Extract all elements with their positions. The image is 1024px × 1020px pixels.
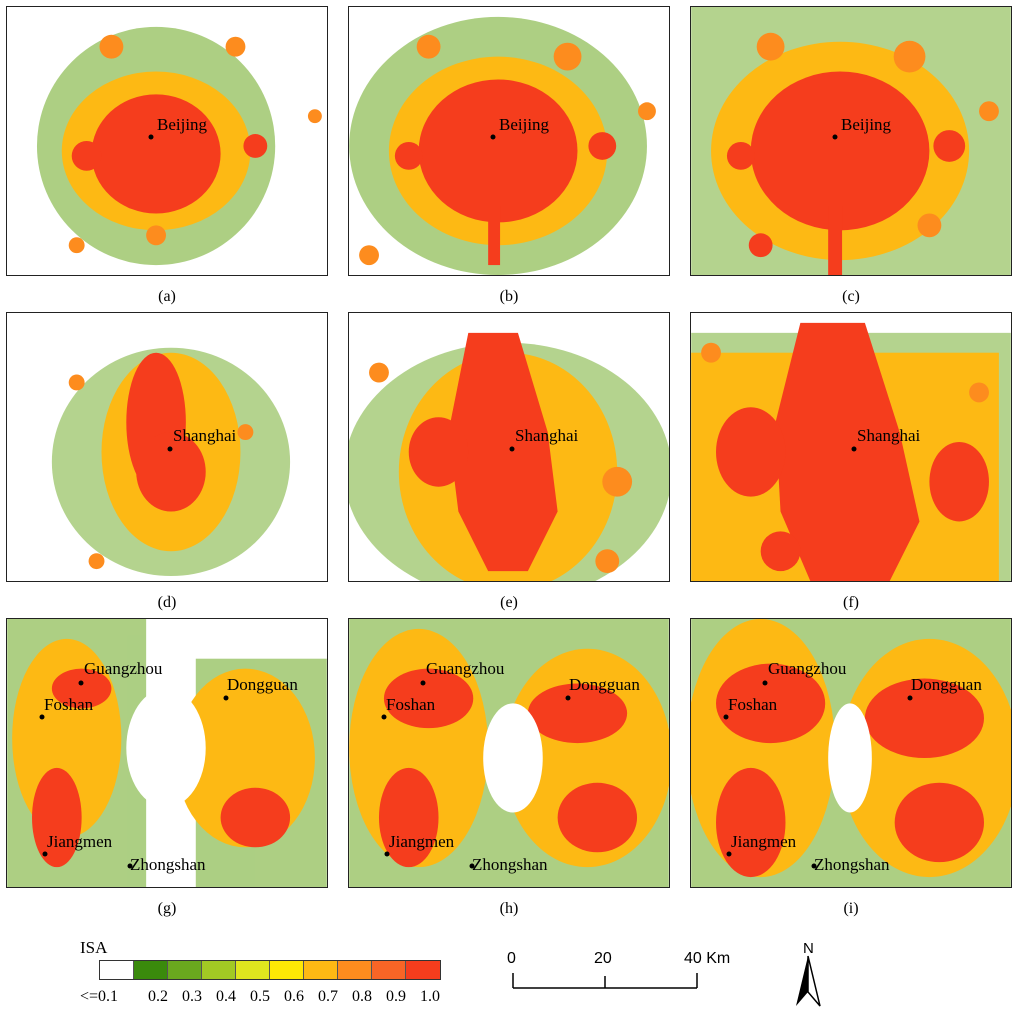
city-marker: [148, 134, 154, 140]
isa-map-prd-h: [349, 619, 669, 887]
city-marker: [907, 695, 913, 701]
legend-swatch: [372, 961, 406, 979]
city-marker: [223, 695, 229, 701]
legend-tick-label: 0.4: [216, 988, 236, 1005]
panel-caption: (d): [157, 594, 177, 611]
legend-color-ramp: [99, 960, 441, 980]
legend-tick-label: 0.3: [182, 988, 202, 1005]
map-panel-h: Guangzhou Foshan Dongguan Jiangmen Zhong…: [348, 618, 670, 888]
panel-caption: (a): [158, 288, 176, 305]
panel-caption: (i): [843, 900, 859, 917]
isa-map-shanghai-d: [51, 347, 291, 577]
city-label: Zhongshan: [814, 855, 890, 874]
isa-map-prd-i: [691, 619, 1011, 887]
city-marker: [420, 680, 426, 686]
legend-swatch: [338, 961, 372, 979]
city-marker: [811, 863, 817, 869]
legend-swatch: [100, 961, 134, 979]
legend-title: ISA: [80, 938, 108, 957]
city-label: Guangzhou: [768, 659, 847, 678]
map-panel-b: Beijing: [348, 6, 670, 276]
legend-swatch: [168, 961, 202, 979]
map-panel-i: Guangzhou Foshan Dongguan Jiangmen Zhong…: [690, 618, 1012, 888]
city-label: Jiangmen: [389, 832, 455, 851]
isa-map-shanghai-f: [691, 322, 1011, 581]
panel-caption: (e): [500, 594, 518, 611]
panel-caption: (f): [843, 594, 859, 611]
scale-tick-label: 40 Km: [684, 950, 731, 967]
map-panel-e: Shanghai: [348, 312, 670, 582]
scale-tick-label: 0: [507, 950, 516, 967]
isa-map-beijing-c: [691, 7, 1011, 275]
city-label: Jiangmen: [47, 832, 113, 851]
city-label: Jiangmen: [731, 832, 797, 851]
legend-tick-label: 0.9: [386, 988, 406, 1005]
legend-tick-label: 0.7: [318, 988, 338, 1005]
city-label: Shanghai: [857, 426, 921, 445]
city-marker: [832, 134, 838, 140]
city-label: Zhongshan: [472, 855, 548, 874]
legend-swatch: [236, 961, 270, 979]
city-marker: [565, 695, 571, 701]
city-label: Foshan: [386, 695, 436, 714]
city-label: Shanghai: [173, 426, 237, 445]
map-panel-d: Shanghai: [6, 312, 328, 582]
city-marker: [723, 714, 729, 720]
isa-map-beijing-a: [36, 26, 322, 266]
legend-tick-label: 0.5: [250, 988, 270, 1005]
city-marker: [726, 851, 732, 857]
city-marker: [39, 714, 45, 720]
city-label: Shanghai: [515, 426, 579, 445]
legend-swatch: [406, 961, 440, 979]
panel-caption: (g): [157, 900, 177, 917]
city-marker: [469, 863, 475, 869]
panel-caption: (h): [499, 900, 519, 917]
legend-swatch: [304, 961, 338, 979]
legend-tick-label: 0.8: [352, 988, 372, 1005]
city-label: Beijing: [157, 115, 208, 134]
city-label: Guangzhou: [84, 659, 163, 678]
city-marker: [384, 851, 390, 857]
map-panel-c: Beijing: [690, 6, 1012, 276]
scale-tick-label: 20: [594, 950, 612, 967]
isa-map-beijing-b: [349, 16, 656, 275]
city-label: Guangzhou: [426, 659, 505, 678]
legend-swatch: [202, 961, 236, 979]
map-panel-f: Shanghai: [690, 312, 1012, 582]
city-marker: [127, 863, 133, 869]
legend-tick-label: <=0.1: [80, 988, 119, 1005]
legend-swatch: [270, 961, 304, 979]
legend-tick-label: 0.6: [284, 988, 304, 1005]
city-marker: [490, 134, 496, 140]
city-marker: [78, 680, 84, 686]
panel-caption: (b): [499, 288, 519, 305]
city-label: Beijing: [841, 115, 892, 134]
legend-tick-label: 1.0: [420, 988, 440, 1005]
city-label: Zhongshan: [130, 855, 206, 874]
city-marker: [851, 446, 857, 452]
map-panel-a: Beijing: [6, 6, 328, 276]
city-label: Beijing: [499, 115, 550, 134]
city-marker: [167, 446, 173, 452]
legend-tick-label: 0.2: [148, 988, 168, 1005]
city-label: Foshan: [44, 695, 94, 714]
scale-bar: [512, 973, 698, 989]
city-label: Foshan: [728, 695, 778, 714]
panel-caption: (c): [842, 288, 860, 305]
city-marker: [381, 714, 387, 720]
legend-swatch: [134, 961, 168, 979]
city-label: Dongguan: [227, 675, 298, 694]
map-panel-g: Guangzhou Foshan Dongguan Jiangmen Zhong…: [6, 618, 328, 888]
city-marker: [42, 851, 48, 857]
isa-map-prd-g: [7, 619, 327, 887]
city-label: Dongguan: [569, 675, 640, 694]
north-arrow-icon: [796, 955, 821, 1007]
city-label: Dongguan: [911, 675, 982, 694]
isa-map-shanghai-e: [349, 332, 669, 581]
north-label: N: [803, 940, 814, 957]
city-marker: [762, 680, 768, 686]
city-marker: [509, 446, 515, 452]
